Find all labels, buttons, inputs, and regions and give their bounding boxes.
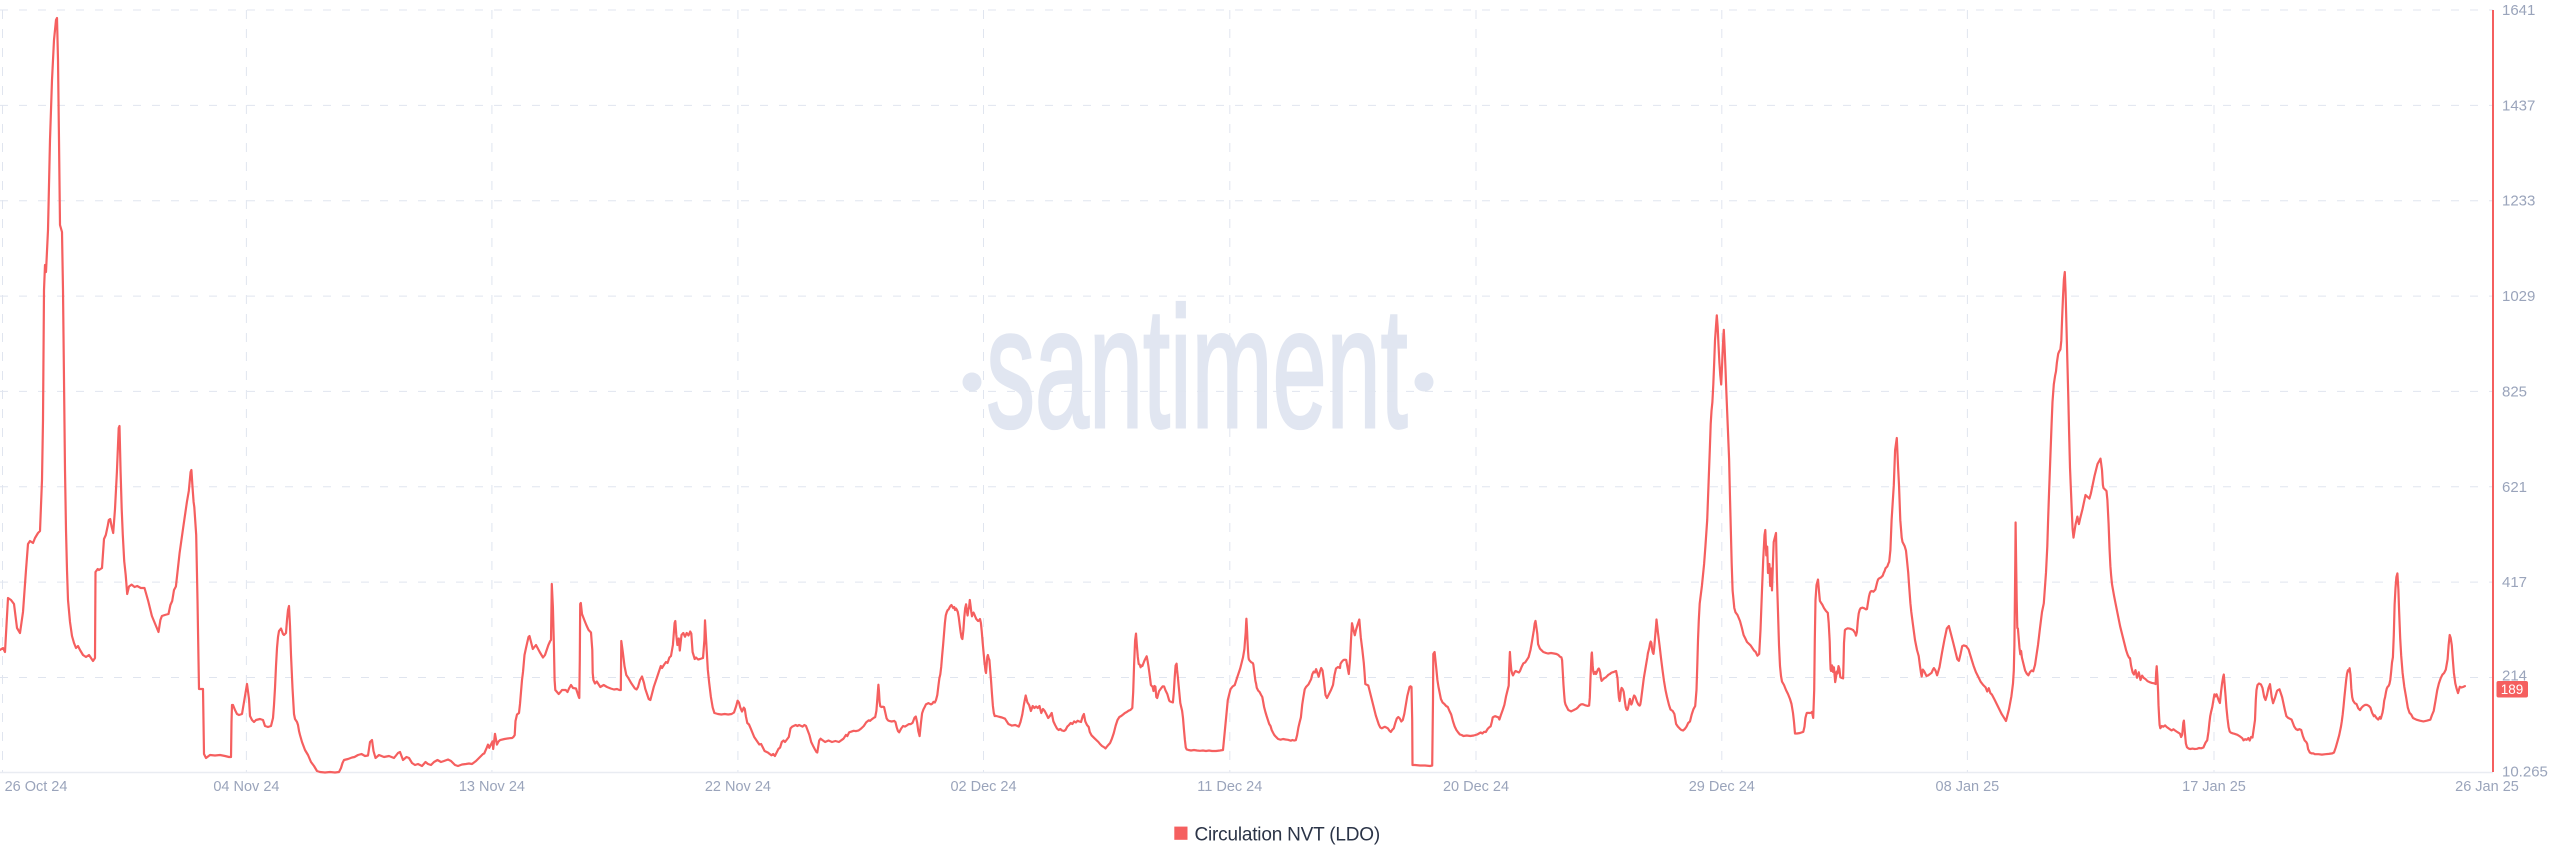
svg-text:santiment: santiment [986,272,1407,464]
svg-text:02 Dec 24: 02 Dec 24 [950,779,1016,795]
svg-text:825: 825 [2502,383,2527,400]
svg-text:214: 214 [2502,668,2527,685]
svg-text:1233: 1233 [2502,193,2535,210]
svg-text:1437: 1437 [2502,97,2535,114]
svg-text:20 Dec 24: 20 Dec 24 [1443,779,1509,795]
svg-text:1029: 1029 [2502,288,2535,305]
svg-text:621: 621 [2502,479,2527,496]
svg-text:417: 417 [2502,574,2527,591]
svg-text:189: 189 [2501,682,2524,697]
svg-text:11 Dec 24: 11 Dec 24 [1197,779,1262,795]
svg-text:17 Jan 25: 17 Jan 25 [2182,779,2246,795]
svg-text:08 Jan 25: 08 Jan 25 [1936,779,2000,795]
svg-text:26 Oct 24: 26 Oct 24 [5,779,68,795]
svg-text:04 Nov 24: 04 Nov 24 [213,779,279,795]
svg-text:22 Nov 24: 22 Nov 24 [705,779,771,795]
svg-text:26 Jan 25: 26 Jan 25 [2455,779,2519,795]
svg-text:29 Dec 24: 29 Dec 24 [1689,779,1755,795]
svg-text:13 Nov 24: 13 Nov 24 [459,779,525,795]
svg-text:Circulation NVT (LDO): Circulation NVT (LDO) [1195,825,1381,846]
svg-text:10.265: 10.265 [2502,764,2548,781]
svg-text:1641: 1641 [2502,2,2535,19]
